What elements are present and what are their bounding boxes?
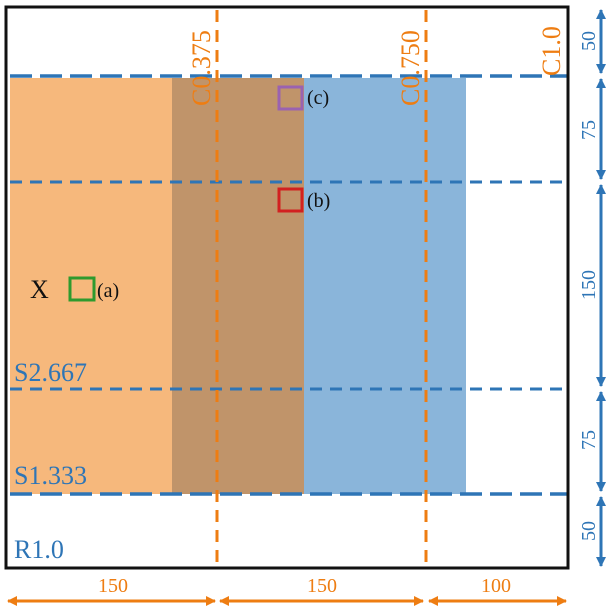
outer-frame xyxy=(4,5,570,570)
blue-region xyxy=(304,78,466,494)
overlap-region xyxy=(172,78,304,494)
dim-label-right-5: 50 xyxy=(578,521,600,541)
label-marker-c: (c) xyxy=(307,87,329,109)
dim-label-right-1: 50 xyxy=(578,31,600,51)
dim-label-right-2: 75 xyxy=(578,120,600,140)
dim-label-right-3: 150 xyxy=(578,270,600,300)
orange-region xyxy=(10,78,172,494)
dim-label-bottom-3: 100 xyxy=(481,575,511,597)
marker-b-square xyxy=(277,187,304,213)
label-r10: R1.0 xyxy=(14,535,64,564)
label-x: X xyxy=(30,275,49,304)
marker-c-square xyxy=(277,85,304,111)
label-marker-a: (a) xyxy=(97,280,119,302)
dim-label-bottom-1: 150 xyxy=(98,575,128,597)
dim-label-bottom-2: 150 xyxy=(307,575,337,597)
label-c0375: C0.375 xyxy=(187,30,216,106)
right-dimensions: 50 75 150 75 50 xyxy=(578,9,606,567)
label-c10: C1.0 xyxy=(537,26,566,76)
bottom-dimensions: 150 150 100 xyxy=(7,575,567,606)
label-c0750: C0.750 xyxy=(396,30,425,106)
dim-label-right-4: 75 xyxy=(578,430,600,450)
label-s1333: S1.333 xyxy=(14,461,87,490)
marker-a-square xyxy=(68,276,96,302)
label-marker-b: (b) xyxy=(307,190,330,212)
label-s2667: S2.667 xyxy=(14,358,87,387)
